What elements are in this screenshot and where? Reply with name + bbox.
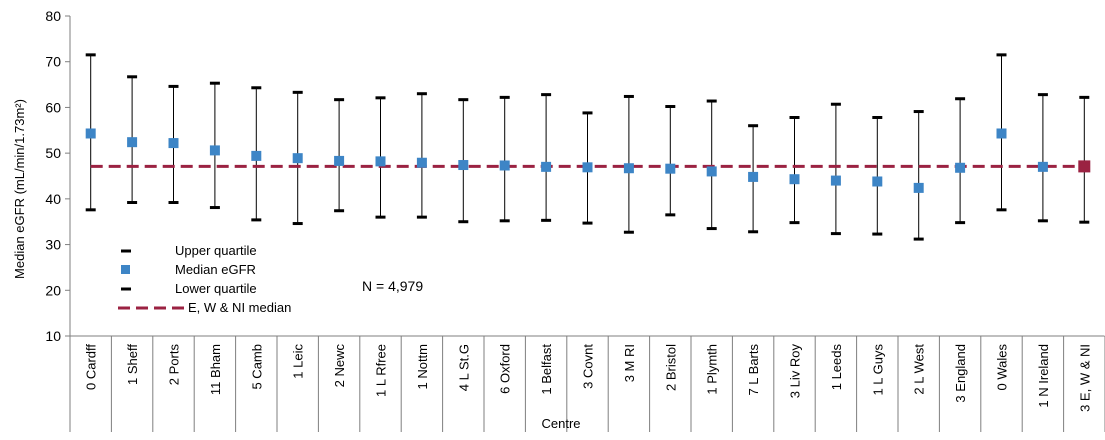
median-point [292, 153, 303, 164]
y-tick-label: 70 [45, 54, 61, 70]
category-label: 3 E, W & NI [1077, 344, 1092, 412]
category-labels: 0 Cardff 1 Sheff 2 Ports 11 Bham 5 Camb 1 Lei… [84, 344, 1093, 412]
median-point [955, 162, 966, 173]
median-point [623, 163, 634, 174]
legend-label: Lower quartile [175, 281, 257, 296]
category-label: 1 Leic [291, 344, 306, 379]
legend-label: Upper quartile [175, 243, 257, 258]
category-label: 5 Camb [249, 344, 264, 390]
median-point [789, 174, 800, 185]
category-label: 1 N Ireland [1036, 344, 1051, 408]
median-point [706, 166, 717, 177]
category-label: 1 Plymth [705, 344, 720, 395]
y-tick-label: 50 [45, 145, 61, 161]
category-label: 3 Liv Roy [788, 344, 803, 399]
y-tick-label: 60 [45, 99, 61, 115]
median-point [996, 128, 1007, 139]
category-label: 7 L Barts [746, 344, 761, 396]
legend: Upper quartile Median eGFR Lower quartile E… [96, 238, 336, 322]
y-tick-label: 10 [45, 328, 61, 344]
axes: 10 20 30 40 50 60 70 80 [45, 8, 1105, 432]
median-point [541, 161, 552, 172]
median-point [168, 138, 179, 149]
category-label: 2 Ports [167, 344, 182, 386]
category-label: 0 Wales [995, 344, 1010, 391]
median-point [830, 175, 841, 186]
median-point [1037, 161, 1048, 172]
category-label: 1 Leeds [829, 344, 844, 391]
median-point [334, 155, 345, 166]
category-label: 6 Oxford [498, 344, 513, 394]
median-point [499, 160, 510, 171]
median-point [665, 163, 676, 174]
median-point [872, 176, 883, 187]
median-point [251, 150, 262, 161]
category-label: 2 L West [912, 344, 927, 395]
legend-label: Median eGFR [175, 262, 256, 277]
median-point-overall [1078, 160, 1091, 173]
category-label: 3 M RI [622, 344, 637, 382]
median-point [127, 137, 138, 148]
category-label: 2 Newc [332, 344, 347, 388]
legend-label: E, W & NI median [188, 300, 291, 315]
category-label: 1 Sheff [125, 344, 140, 385]
category-label: 0 Cardff [84, 344, 99, 390]
median-points [85, 128, 1091, 193]
legend-median-marker [121, 265, 130, 274]
annotation-text: N = 4,979 [362, 278, 423, 294]
category-label: 3 Covnt [581, 344, 596, 389]
category-label: 1 Belfast [539, 344, 554, 395]
category-label: 2 Bristol [663, 344, 678, 391]
category-label: 1 Nottm [415, 344, 430, 390]
category-label: 1 L Guys [870, 344, 885, 396]
y-tick-label: 80 [45, 8, 61, 24]
category-label: 1 L Rfree [374, 344, 389, 397]
median-point [375, 156, 386, 167]
median-point [458, 160, 469, 171]
median-point [85, 128, 96, 139]
median-point [209, 145, 220, 156]
median-point [582, 162, 593, 173]
category-label: 3 England [953, 344, 968, 403]
y-tick-label: 30 [45, 237, 61, 253]
category-label: 11 Bham [208, 344, 223, 395]
y-axis-title: Median eGFR (mL/min/1.73m²) [12, 99, 27, 279]
y-tick-label: 40 [45, 191, 61, 207]
whiskers [85, 53, 1090, 241]
category-label: 4 L St.G [456, 344, 471, 391]
x-axis-title: Centre [541, 416, 580, 431]
median-point [748, 171, 759, 182]
median-point [913, 182, 924, 193]
median-point [416, 157, 427, 168]
y-tick-label: 20 [45, 282, 61, 298]
